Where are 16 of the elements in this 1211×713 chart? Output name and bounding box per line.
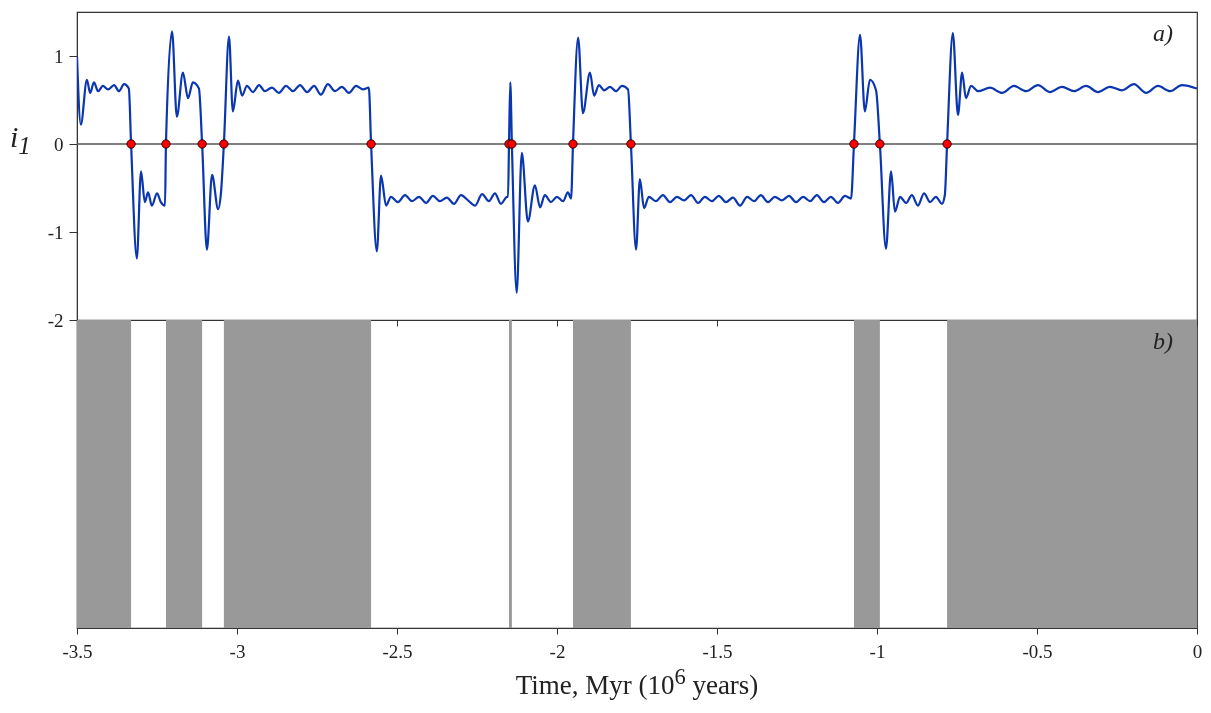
x-tick-label: -1.5 [702,640,733,662]
x-tick-label: 0 [1192,640,1203,662]
annotation: a) [1153,20,1173,46]
y-axis-title: i$_{1}$ [10,120,31,160]
x-tick-label: -0.5 [1022,640,1053,662]
x-tick-label: -3.5 [62,640,93,662]
y-tick-label: 1 [54,45,64,67]
x-tick-label: -2.5 [382,640,413,662]
annotation: b) [1153,328,1173,354]
x-tick-label: -1 [869,640,886,662]
x-axis-title: Time, Myr (10$^{6}$ years) [515,664,759,701]
x-tick-label: -3 [229,640,246,662]
x-tick-label: -2 [549,640,566,662]
y-tick-label: 0 [54,133,64,155]
y-tick-label: -2 [47,309,64,331]
y-tick-label: -1 [47,221,64,243]
